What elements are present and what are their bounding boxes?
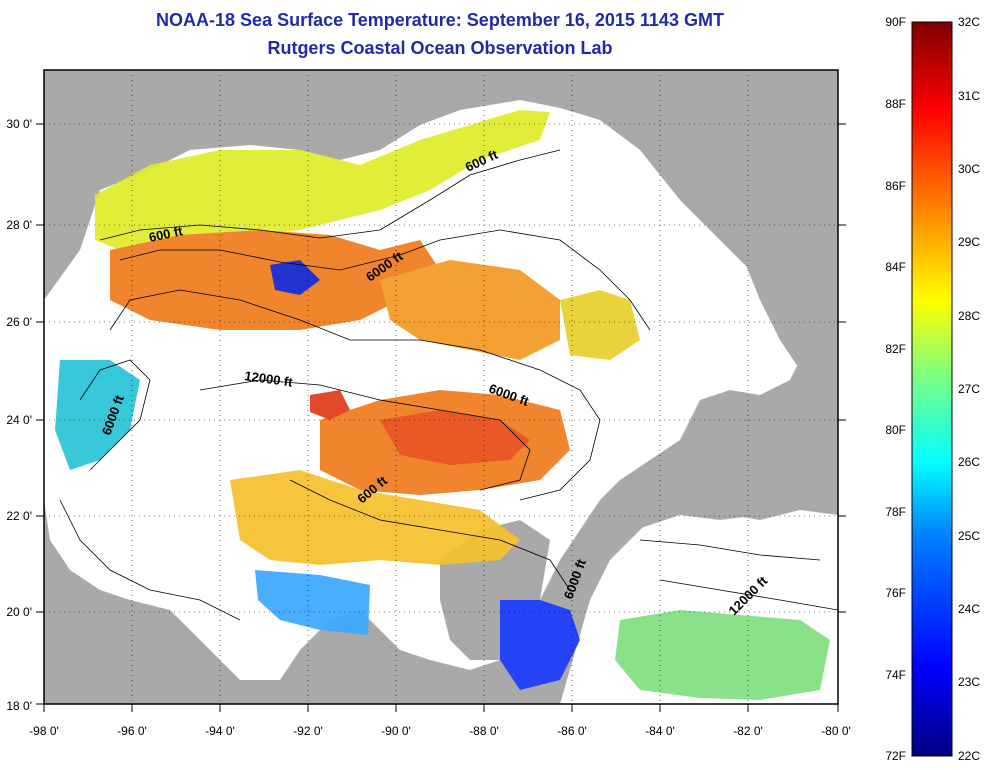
contour-label: 12000 ft [244,368,295,390]
map-subtitle: Rutgers Coastal Ocean Observation Lab [267,38,613,58]
graticule [44,70,838,704]
colorbar-f-label: 84F [885,260,906,274]
lon-label: -80 0' [821,724,851,738]
colorbar-c-label: 31C [958,89,980,103]
lon-label: -82 0' [733,724,763,738]
colorbar-c-label: 23C [958,675,980,689]
lon-label: -88 0' [469,724,499,738]
map-title: NOAA-18 Sea Surface Temperature: Septemb… [156,10,724,30]
lat-label: 26 0' [6,315,32,329]
lon-label: -90 0' [381,724,411,738]
colorbar-f-label: 76F [885,586,906,600]
lon-label: -86 0' [557,724,587,738]
map-frame [43,69,839,705]
lat-label: 30 0' [6,117,32,131]
colorbar-c-label: 27C [958,382,980,396]
colorbar-f-label: 74F [885,668,906,682]
depth-contours [59,149,838,621]
frame-ticks [36,123,846,712]
lat-label: 18 0' [6,699,32,713]
colorbar-c-label: 24C [958,602,980,616]
colorbar-c-label: 22C [958,749,980,763]
colorbar-f-label: 80F [885,423,906,437]
colorbar-f-label: 72F [885,749,906,763]
colorbar-c-label: 28C [958,309,980,323]
colorbar-c-label: 25C [958,529,980,543]
lat-label: 22 0' [6,509,32,523]
lon-label: -94 0' [205,724,235,738]
colorbar-f-labels: 90F 88F 86F 84F 82F 80F 78F 76F 74F 72F [885,15,906,763]
lon-label: -84 0' [645,724,675,738]
contour-label: 600 ft [148,223,185,245]
colorbar-c-label: 29C [958,235,980,249]
colorbar-f-label: 82F [885,342,906,356]
colorbar-f-label: 90F [885,15,906,29]
colorbar-c-label: 32C [958,15,980,29]
colorbar [911,21,953,757]
colorbar-c-label: 30C [958,162,980,176]
lon-label: -96 0' [117,724,147,738]
cuba-land [610,462,838,535]
colorbar-f-label: 86F [885,179,906,193]
lat-label: 20 0' [6,605,32,619]
lon-label: -98 0' [29,724,59,738]
lat-label: 24 0' [6,413,32,427]
lon-label: -92 0' [293,724,323,738]
colorbar-c-labels: 32C 31C 30C 29C 28C 27C 26C 25C 24C 23C … [958,15,980,763]
colorbar-f-label: 78F [885,505,906,519]
sst-field [55,110,830,700]
lat-label: 28 0' [6,218,32,232]
colorbar-c-label: 26C [958,455,980,469]
colorbar-f-label: 88F [885,97,906,111]
florida-land [600,100,838,370]
